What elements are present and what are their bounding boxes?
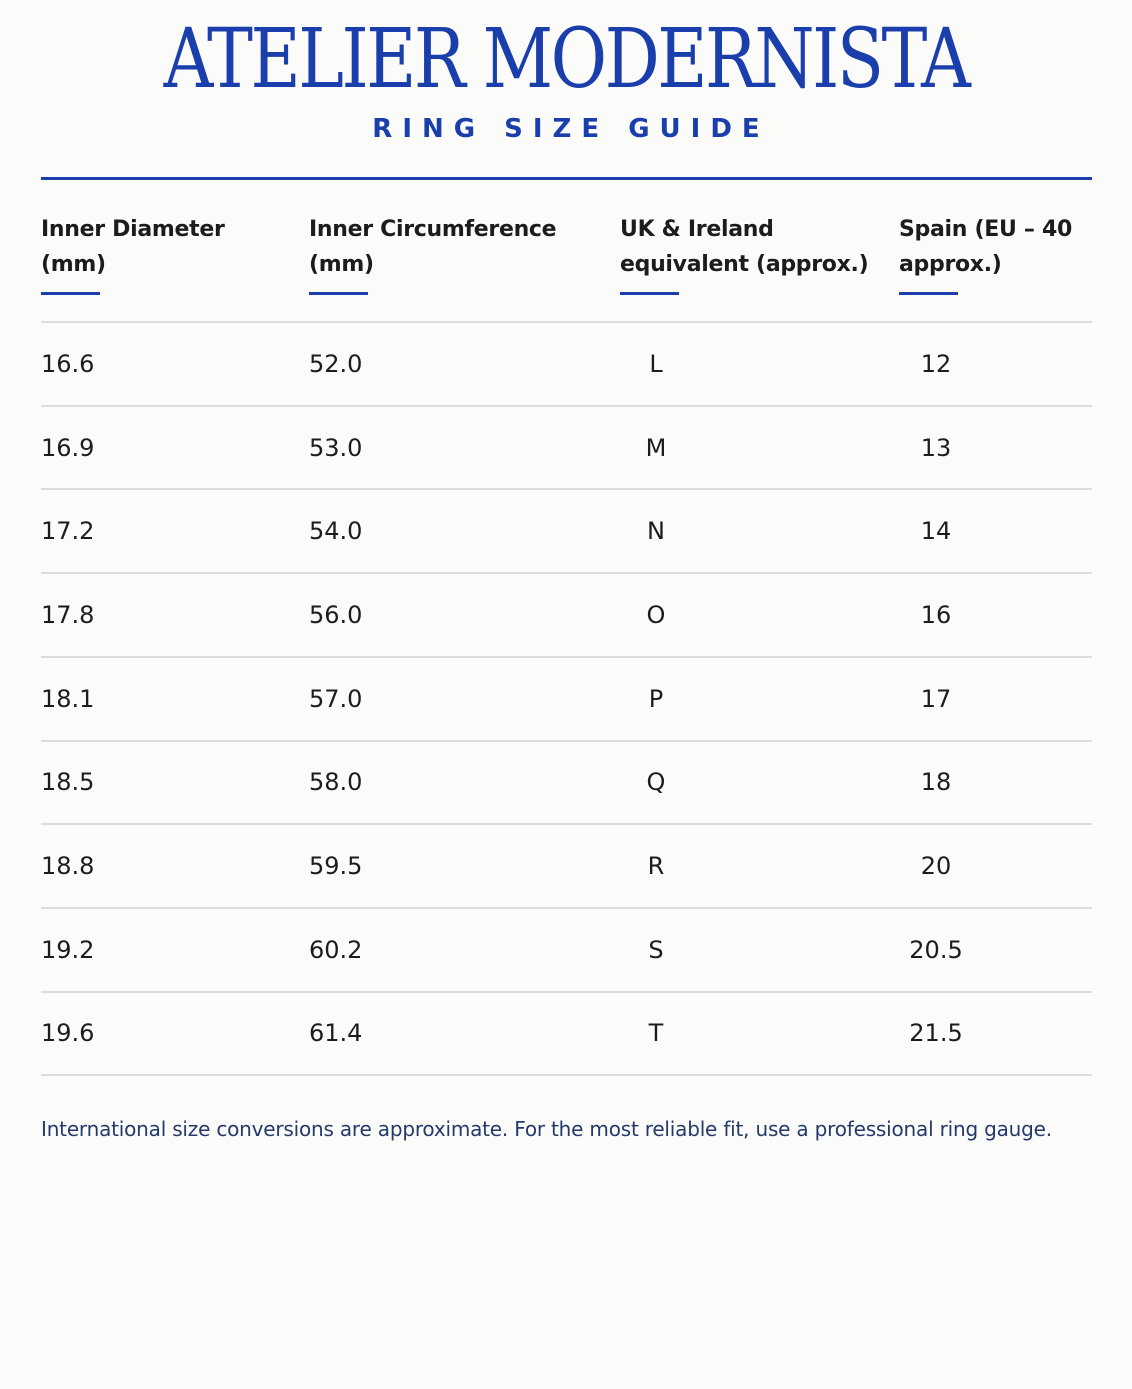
row-divider bbox=[41, 740, 1092, 742]
cell-spain-size: 20 bbox=[920, 852, 952, 880]
column-header-underline bbox=[41, 292, 100, 295]
cell-inner-diameter: 16.9 bbox=[41, 434, 95, 462]
column-header-uk-ireland: UK & Ireland equivalent (approx.) bbox=[620, 217, 869, 277]
cell-inner-diameter: 16.6 bbox=[41, 350, 95, 378]
cell-inner-circumference: 57.0 bbox=[309, 685, 363, 713]
page-subtitle: RING SIZE GUIDE bbox=[372, 114, 770, 144]
cell-inner-circumference: 56.0 bbox=[309, 601, 363, 629]
row-divider bbox=[41, 572, 1092, 574]
cell-spain-size: 20.5 bbox=[909, 936, 963, 964]
row-divider bbox=[41, 405, 1092, 407]
brand-title: ATELIER MODERNISTA bbox=[163, 12, 971, 107]
cell-uk-size: P bbox=[648, 685, 664, 713]
row-divider bbox=[41, 488, 1092, 490]
cell-inner-circumference: 52.0 bbox=[309, 350, 363, 378]
cell-spain-size: 14 bbox=[920, 517, 952, 545]
row-divider bbox=[41, 656, 1092, 658]
cell-inner-diameter: 17.2 bbox=[41, 517, 95, 545]
row-divider bbox=[41, 991, 1092, 993]
column-header-inner-diameter: Inner Diameter (mm) bbox=[41, 217, 225, 277]
cell-uk-size: O bbox=[646, 601, 666, 629]
cell-spain-size: 12 bbox=[920, 350, 952, 378]
cell-inner-circumference: 54.0 bbox=[309, 517, 363, 545]
cell-uk-size: T bbox=[648, 1019, 664, 1047]
column-header-underline bbox=[620, 292, 679, 295]
cell-inner-circumference: 59.5 bbox=[309, 852, 363, 880]
cell-uk-size: M bbox=[645, 434, 667, 462]
cell-spain-size: 16 bbox=[920, 601, 952, 629]
cell-inner-diameter: 19.6 bbox=[41, 1019, 95, 1047]
column-header-underline bbox=[899, 292, 958, 295]
cell-inner-circumference: 53.0 bbox=[309, 434, 363, 462]
cell-inner-diameter: 18.5 bbox=[41, 768, 95, 796]
cell-spain-size: 13 bbox=[920, 434, 952, 462]
column-header-underline bbox=[309, 292, 368, 295]
header-divider bbox=[41, 177, 1092, 180]
cell-uk-size: R bbox=[647, 852, 665, 880]
cell-inner-diameter: 18.1 bbox=[41, 685, 95, 713]
cell-inner-circumference: 61.4 bbox=[309, 1019, 363, 1047]
column-header-spain: Spain (EU – 40 approx.) bbox=[899, 217, 1072, 277]
cell-inner-circumference: 60.2 bbox=[309, 936, 363, 964]
row-divider bbox=[41, 907, 1092, 909]
cell-spain-size: 17 bbox=[920, 685, 952, 713]
cell-inner-diameter: 17.8 bbox=[41, 601, 95, 629]
cell-spain-size: 18 bbox=[920, 768, 952, 796]
cell-uk-size: S bbox=[648, 936, 664, 964]
footnote: International size conversions are appro… bbox=[41, 1117, 1052, 1141]
cell-uk-size: Q bbox=[646, 768, 666, 796]
cell-uk-size: L bbox=[649, 350, 663, 378]
cell-inner-diameter: 18.8 bbox=[41, 852, 95, 880]
row-divider bbox=[41, 1074, 1092, 1076]
row-divider bbox=[41, 823, 1092, 825]
cell-uk-size: N bbox=[647, 517, 665, 545]
column-header-inner-circumference: Inner Circumference (mm) bbox=[309, 217, 557, 277]
cell-spain-size: 21.5 bbox=[909, 1019, 963, 1047]
row-divider bbox=[41, 321, 1092, 323]
cell-inner-diameter: 19.2 bbox=[41, 936, 95, 964]
cell-inner-circumference: 58.0 bbox=[309, 768, 363, 796]
